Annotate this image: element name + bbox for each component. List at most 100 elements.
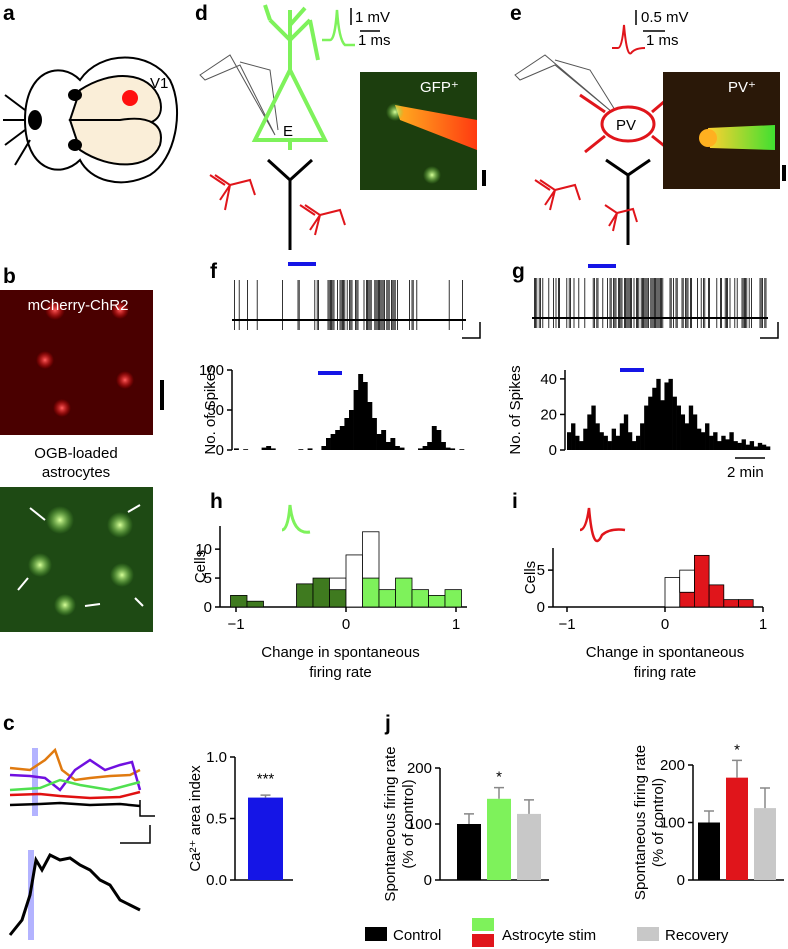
bar xyxy=(668,378,673,450)
error-bar xyxy=(494,786,504,799)
bar xyxy=(688,405,694,450)
scale-bar xyxy=(482,170,486,186)
histogram-bar xyxy=(679,591,695,608)
bar xyxy=(672,396,677,450)
bar xyxy=(680,414,686,450)
bar xyxy=(243,449,249,450)
bar xyxy=(684,423,690,450)
bar xyxy=(721,435,726,450)
x-axis-label: Change in spontaneous xyxy=(586,644,744,661)
bar xyxy=(395,446,400,450)
scale-bar xyxy=(462,322,481,339)
y-tick-label: 0 xyxy=(677,872,685,889)
bar xyxy=(487,798,511,880)
histogram-bar xyxy=(329,577,347,591)
error-bar xyxy=(260,794,271,798)
bar xyxy=(607,441,612,450)
panel-label: b xyxy=(3,265,16,288)
waveform-inset xyxy=(281,504,311,534)
bar xyxy=(261,447,267,450)
bar xyxy=(571,423,576,450)
histogram-bar xyxy=(296,583,314,608)
scale-bar xyxy=(350,8,380,32)
panel-label: g xyxy=(512,260,525,283)
scale-bar xyxy=(635,10,665,32)
stim-bar xyxy=(620,368,644,372)
bar xyxy=(696,428,702,450)
y-axis-label: Cells xyxy=(192,550,209,583)
legend-swatch xyxy=(472,934,494,947)
bar xyxy=(266,446,272,450)
bar xyxy=(367,402,373,450)
spike-waveform xyxy=(322,9,355,47)
area-label: V1 xyxy=(150,75,168,92)
image-label: PV⁺ xyxy=(728,79,756,96)
bar xyxy=(611,428,617,450)
bar xyxy=(376,434,382,450)
scale-bar xyxy=(139,800,155,817)
bar xyxy=(298,449,304,450)
panel-label: e xyxy=(510,2,522,25)
bar xyxy=(436,430,442,450)
x-tick-label: 1 xyxy=(452,616,460,633)
y-axis-label: Cells xyxy=(522,561,539,594)
histogram-bar xyxy=(723,599,739,608)
bar xyxy=(330,434,336,450)
bar xyxy=(749,441,755,450)
electrode xyxy=(199,54,279,136)
bar xyxy=(270,448,276,450)
arrows xyxy=(17,504,144,607)
calcium-mean-trace xyxy=(8,853,141,936)
y-tick-label: 0.0 xyxy=(206,872,227,889)
astrocytes xyxy=(534,179,638,232)
y-axis-label: (% of control) xyxy=(400,779,417,868)
scale-label: 2 min xyxy=(727,464,764,481)
bar xyxy=(339,426,345,450)
bar xyxy=(326,438,331,450)
bar xyxy=(335,430,341,450)
y-tick-label: 5 xyxy=(204,570,212,587)
error-bar xyxy=(732,759,742,778)
x-tick-label: −1 xyxy=(558,616,575,633)
panel-label: d xyxy=(195,2,208,25)
electrode xyxy=(514,54,616,113)
brain-schematic xyxy=(3,56,178,184)
pipette xyxy=(708,125,775,150)
cell xyxy=(699,129,717,147)
legend: Control Astrocyte stim Recovery xyxy=(365,918,729,947)
bar xyxy=(656,378,661,450)
bar xyxy=(418,448,423,450)
y-tick-label: 0 xyxy=(424,872,432,889)
bar xyxy=(692,414,698,450)
pipette xyxy=(395,105,477,150)
scale-bar xyxy=(120,825,151,844)
panel-label: i xyxy=(512,490,518,513)
bar xyxy=(754,808,776,880)
error-bar xyxy=(464,813,474,824)
y-tick-label: 50 xyxy=(207,402,224,419)
y-axis-label: No. of Spikes xyxy=(202,365,219,454)
x-axis-label: Change in spontaneous xyxy=(261,644,419,661)
cell xyxy=(386,103,404,121)
stim-bar xyxy=(288,262,316,266)
x-axis-label: firing rate xyxy=(634,664,697,681)
bar xyxy=(457,824,481,880)
scale-label: 1 mV xyxy=(355,9,390,26)
x-tick-label: −1 xyxy=(227,616,244,633)
image-ogb xyxy=(0,487,153,632)
y-tick-label: 100 xyxy=(407,816,432,833)
y-tick-label: 20 xyxy=(540,406,557,423)
bar xyxy=(372,418,377,450)
bar xyxy=(737,442,742,450)
x-axis-label: firing rate xyxy=(309,664,372,681)
y-axis-label: Spontaneous firing rate xyxy=(632,745,649,900)
bar xyxy=(709,435,714,450)
bar xyxy=(741,439,746,450)
cell-label: E xyxy=(283,123,293,140)
bar xyxy=(321,446,327,450)
image-label: mCherry-ChR2 xyxy=(28,297,129,314)
panel-labels: a b c d e f g h i j xyxy=(3,2,525,735)
legend-swatch xyxy=(472,918,494,931)
bar xyxy=(733,441,738,450)
x-tick-label: 0 xyxy=(661,616,669,633)
